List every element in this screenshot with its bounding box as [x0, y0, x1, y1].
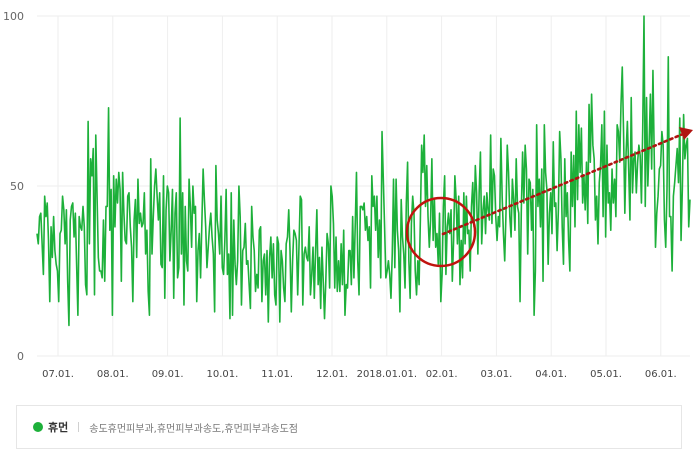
chart-svg: 0 50 100 07.01. 08.01. 09.01. 10.01. 11.01. 12.… — [3, 10, 693, 380]
x-tick-label: 05.01. — [590, 369, 622, 380]
x-tick-label: 03.01. — [480, 369, 512, 380]
legend: 휴먼 송도휴먼피부과,휴먼피부과송도,휴먼피부과송도점 — [16, 405, 682, 449]
x-tick-label: 06.01. — [645, 369, 677, 380]
x-tick-label: 02.01. — [426, 369, 458, 380]
legend-marker-icon — [33, 422, 43, 432]
x-tick-label: 11.01. — [261, 369, 293, 380]
x-tick-label: 08.01. — [97, 369, 129, 380]
series-layer — [36, 15, 691, 327]
series-line-휴먼 — [36, 15, 691, 327]
highlight-circle — [405, 196, 477, 268]
legend-keywords: 송도휴먼피부과,휴먼피부과송도,휴먼피부과송도점 — [89, 423, 299, 435]
y-axis: 0 50 100 — [3, 10, 24, 363]
grid-layer — [37, 15, 690, 357]
line-chart: 0 50 100 07.01. 08.01. 09.01. 10.01. 11.01. 12.… — [3, 10, 693, 380]
x-tick-label: 10.01. — [206, 369, 238, 380]
annotation-layer — [405, 127, 693, 268]
x-tick-label: 2018.01.01. — [357, 369, 417, 380]
x-tick-label: 07.01. — [42, 369, 74, 380]
y-tick-label: 100 — [3, 10, 24, 23]
y-tick-label: 50 — [10, 180, 24, 193]
legend-series-label: 휴먼 — [48, 421, 69, 434]
x-tick-label: 12.01. — [316, 369, 348, 380]
y-tick-label: 0 — [17, 350, 24, 363]
x-axis: 07.01. 08.01. 09.01. 10.01. 11.01. 12.01. 2018… — [42, 369, 677, 380]
trend-arrowhead — [679, 127, 693, 140]
legend-divider — [78, 422, 80, 432]
x-tick-label: 04.01. — [535, 369, 567, 380]
x-tick-label: 09.01. — [152, 369, 184, 380]
trend-arrow-line — [441, 132, 685, 236]
